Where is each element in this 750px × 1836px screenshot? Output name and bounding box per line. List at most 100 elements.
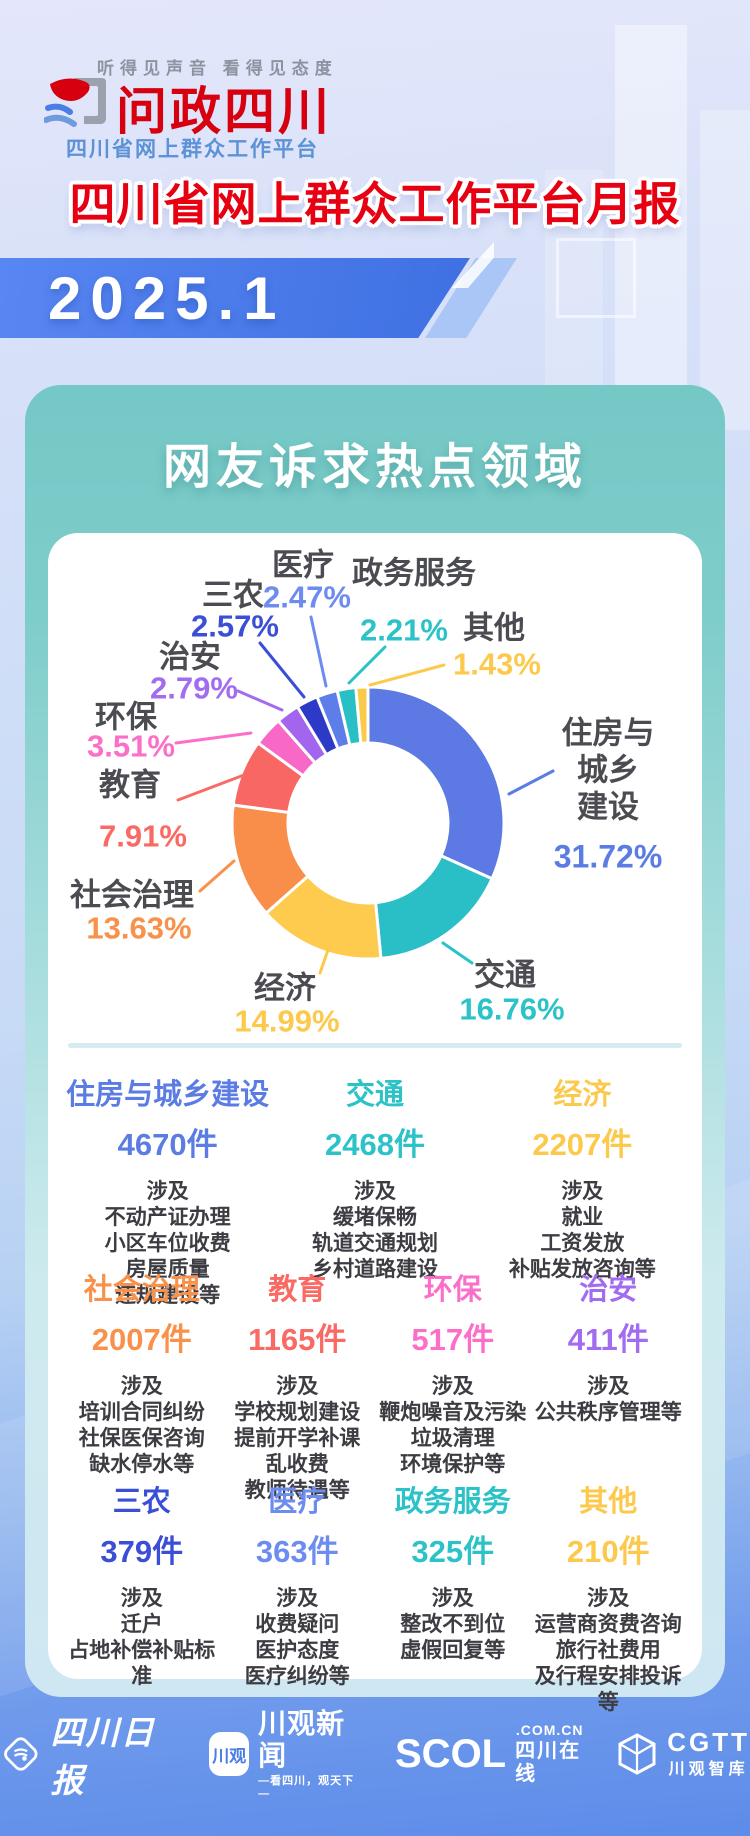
leader-line-社会治理: [198, 859, 236, 893]
detail-item-list: 涉及 运营商资费咨询 旅行社费用 及行程安排投诉等: [531, 1586, 687, 1716]
detail-category-name: 交通: [345, 1079, 404, 1111]
detail-item-list: 涉及 整改不到位 虚假回复等: [375, 1586, 531, 1664]
detail-item: 小区车位收费: [104, 1232, 231, 1255]
detail-item: 公共秩序管理等: [534, 1401, 682, 1424]
detail-item: 运营商资费咨询: [534, 1613, 682, 1636]
leader-line-环保: [174, 731, 253, 745]
detail-item: 占地补偿补贴标准: [68, 1639, 216, 1688]
detail-item: 轨道交通规划: [311, 1232, 438, 1255]
detail-card-其他: 其他 210件 涉及 运营商资费咨询 旅行社费用 及行程安排投诉等: [531, 1485, 687, 1716]
detail-item: 涉及: [276, 1587, 319, 1610]
chuanguan-news-logo: 川观 川观新闻 —看四川，观天下—: [209, 1708, 363, 1801]
detail-item: 涉及: [276, 1375, 319, 1398]
leader-line-交通: [441, 941, 474, 965]
leader-line-教育: [176, 773, 246, 802]
detail-category-name: 政务服务: [394, 1486, 511, 1518]
detail-item: 涉及: [353, 1180, 396, 1203]
donut-slice-交通: [374, 854, 494, 960]
detail-category-name: 三农: [112, 1486, 171, 1518]
period-banner: [0, 258, 470, 338]
detail-card-经济: 经济 2207件 涉及 就业 工资发放 补贴发放咨询等: [479, 1078, 686, 1309]
detail-item: 违规建设等: [115, 1284, 221, 1307]
detail-item: 房屋质量: [125, 1258, 210, 1281]
chart-label-name-交通: 交通: [474, 957, 536, 993]
detail-item: 就业: [561, 1206, 604, 1229]
detail-category-name: 经济: [553, 1079, 612, 1111]
detail-card-环保: 环保 517件 涉及 鞭炮噪音及污染 垃圾清理 环境保护等: [375, 1273, 531, 1504]
chart-label-percent-三农: 2.57%: [191, 608, 279, 644]
detail-item: 虚假回复等: [400, 1639, 506, 1662]
detail-category-count: 411件: [567, 1322, 649, 1357]
detail-item: 涉及: [431, 1375, 474, 1398]
detail-category-name: 社会治理: [83, 1274, 200, 1306]
chart-label-percent-交通: 16.76%: [459, 991, 565, 1027]
detail-row-2: 社会治理 2007件 涉及 培训合同纠纷 社保医保咨询 缺水停水等 教育 1165件 涉及 学校规…: [48, 1273, 702, 1504]
detail-item: 教师待遇等: [244, 1479, 350, 1502]
chart-label-name-环保: 环保: [95, 699, 157, 735]
sichuan-daily-wordmark: 四川日报: [50, 1714, 156, 1799]
detail-item: 涉及: [561, 1180, 604, 1203]
building-shape: [700, 110, 750, 430]
cgtt-wordmark: CGTT: [667, 1727, 750, 1758]
detail-item: 不动产证办理: [104, 1206, 231, 1229]
chuanguan-app-icon: 川观: [209, 1732, 250, 1776]
detail-category-count: 1165件: [248, 1322, 347, 1357]
cgtt-subname: 川观智库: [668, 1761, 749, 1779]
detail-item: 缓堵保畅: [332, 1206, 417, 1229]
detail-item-list: 涉及 不动产证办理 小区车位收费 房屋质量 违规建设等: [64, 1179, 271, 1309]
detail-category-name: 住房与城乡建设: [66, 1079, 270, 1111]
detail-category-count: 4670件: [117, 1127, 218, 1162]
detail-item-list: 涉及 公共秩序管理等: [531, 1374, 687, 1426]
chart-label-percent-社会治理: 13.63%: [86, 910, 192, 946]
wenzheng-sichuan-logo-icon: [44, 78, 106, 127]
detail-card-三农: 三农 379件 涉及 迁户 占地补偿补贴标准: [64, 1485, 220, 1716]
detail-item-list: 涉及 就业 工资发放 补贴发放咨询等: [479, 1179, 686, 1283]
detail-item: 迁户: [120, 1613, 163, 1636]
chart-label-percent-政务服务: 2.21%: [360, 612, 448, 648]
detail-category-count: 363件: [255, 1534, 339, 1569]
detail-category-count: 379件: [100, 1534, 184, 1569]
leader-line-治安: [236, 689, 284, 712]
chart-label-name: 住房与城乡: [561, 715, 655, 788]
scol-wordmark: SCOL: [395, 1731, 507, 1776]
detail-item: 医护态度: [255, 1639, 340, 1662]
detail-card-治安: 治安 411件 涉及 公共秩序管理等: [531, 1273, 687, 1504]
detail-item-list: 涉及 培训合同纠纷 社保医保咨询 缺水停水等: [64, 1374, 220, 1478]
building-shape: [545, 170, 603, 420]
chart-label-percent-医疗: 2.47%: [263, 579, 351, 615]
building-shape: [615, 25, 687, 415]
chart-label-name-其他: 其他: [463, 610, 525, 646]
detail-item: 鞭炮噪音及污染: [379, 1401, 527, 1424]
leader-line-住房与城乡建设: [507, 769, 555, 796]
chart-label-name: 建设: [577, 789, 639, 825]
scol-logo: SCOL .COM.CN 四川在线: [395, 1722, 584, 1786]
period-label: 2025.1: [48, 265, 286, 332]
detail-item: 环境保护等: [400, 1453, 506, 1476]
scol-domain: .COM.CN: [515, 1721, 584, 1738]
detail-item: 及行程安排投诉等: [534, 1665, 682, 1714]
leader-line-政务服务: [347, 645, 387, 685]
detail-card-医疗: 医疗 363件 涉及 收费疑问 医护态度 医疗纠纷等: [220, 1485, 376, 1716]
detail-item-list: 涉及 收费疑问 医护态度 医疗纠纷等: [220, 1586, 376, 1690]
detail-card-住房与城乡建设: 住房与城乡建设 4670件 涉及 不动产证办理 小区车位收费 房屋质量 违规建设等: [64, 1078, 271, 1309]
detail-item: 旅行社费用: [555, 1639, 661, 1662]
cgtt-logo: CGTT 川观智库: [616, 1727, 750, 1779]
logo-wordmark: 问政四川: [116, 83, 333, 140]
leader-line-其他: [368, 663, 446, 687]
chuanguan-news-wordmark: 川观新闻: [258, 1707, 346, 1771]
chart-label-name-医疗: 医疗: [272, 547, 334, 583]
footer-logos: 四川日报 川观 川观新闻 —看四川，观天下— SCOL .COM.CN 四川在线…: [0, 1706, 750, 1802]
detail-item: 收费疑问: [255, 1613, 340, 1636]
detail-category-count: 2207件: [532, 1127, 633, 1162]
detail-category-count: 517件: [411, 1322, 495, 1357]
detail-category-name: 环保: [423, 1274, 482, 1306]
detail-card-教育: 教育 1165件 涉及 学校规划建设 提前开学补课 乱收费 教师待遇等: [220, 1273, 376, 1504]
donut-slice-其他: [354, 685, 370, 745]
hot-topics-card: 网友诉求热点领域 住房与城乡 建设 31.72% 交通 16.76% 经济 14.99% 社会…: [25, 385, 725, 1714]
detail-row-1: 住房与城乡建设 4670件涉及不动产证办理 小区车位收费 房屋质量违规建设等 交通 246…: [48, 1078, 702, 1309]
scol-subname: 四川在线: [515, 1740, 582, 1786]
detail-category-count: 2468件: [325, 1127, 425, 1162]
section-divider: [68, 1043, 682, 1048]
chart-label-name-三农: 三农: [202, 577, 264, 613]
